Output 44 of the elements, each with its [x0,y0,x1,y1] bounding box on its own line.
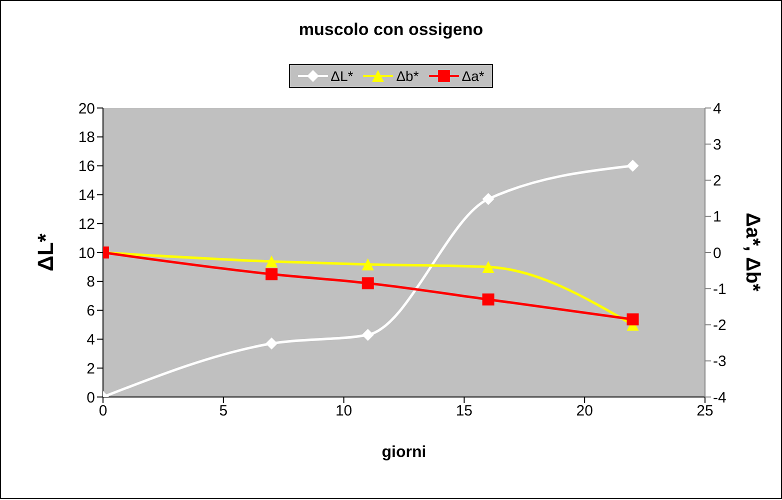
x-tick-label: 10 [335,402,352,420]
y-tick-label: 4 [86,332,95,349]
y-tick-label: 14 [78,187,95,204]
y-tick-label: 6 [86,302,95,320]
x-tick-label: 15 [456,402,473,420]
y2-tick-label: 0 [713,244,722,262]
x-tick-label: 0 [98,402,108,420]
y-tick-label: 18 [78,129,95,146]
x-axis-title: giorni [382,444,426,461]
y-tick-label: 10 [78,244,95,262]
y2-tick-label: -2 [713,317,726,334]
y2-tick-label: 1 [713,208,722,226]
point [482,293,494,306]
point [482,260,494,273]
y-tick-label: 2 [86,360,95,378]
y2-tick-label: 4 [713,100,722,118]
y2-axis-title: Δa*, Δb* [742,212,764,292]
point [266,338,278,350]
point [266,256,278,268]
y2-tick-label: 3 [713,136,722,154]
legend-label: Δa* [462,68,484,84]
point [362,328,374,341]
y2-tick-label: -4 [713,389,726,406]
y-tick-label: 12 [78,216,95,233]
x-tick-label: 25 [696,402,714,420]
y-tick-label: 20 [78,100,95,118]
point [266,268,278,280]
y-tick-label: 16 [78,158,95,176]
legend-label: Δb* [396,68,419,84]
y-axis-title: ΔL* [32,233,58,272]
y-tick-label: 0 [86,389,95,406]
y-tick-label: 8 [86,274,95,291]
legend-label: ΔL* [330,68,354,84]
point [626,313,639,326]
y2-tick-label: -3 [713,353,726,370]
chart-title: muscolo con ossigeno [298,20,484,40]
x-tick-label: 5 [219,402,228,420]
point [482,193,494,206]
point [362,277,374,290]
y2-tick-label: 2 [713,172,722,190]
y2-tick-label: -1 [713,280,726,298]
x-tick-label: 20 [576,402,593,420]
point [362,258,374,270]
point [626,160,639,172]
